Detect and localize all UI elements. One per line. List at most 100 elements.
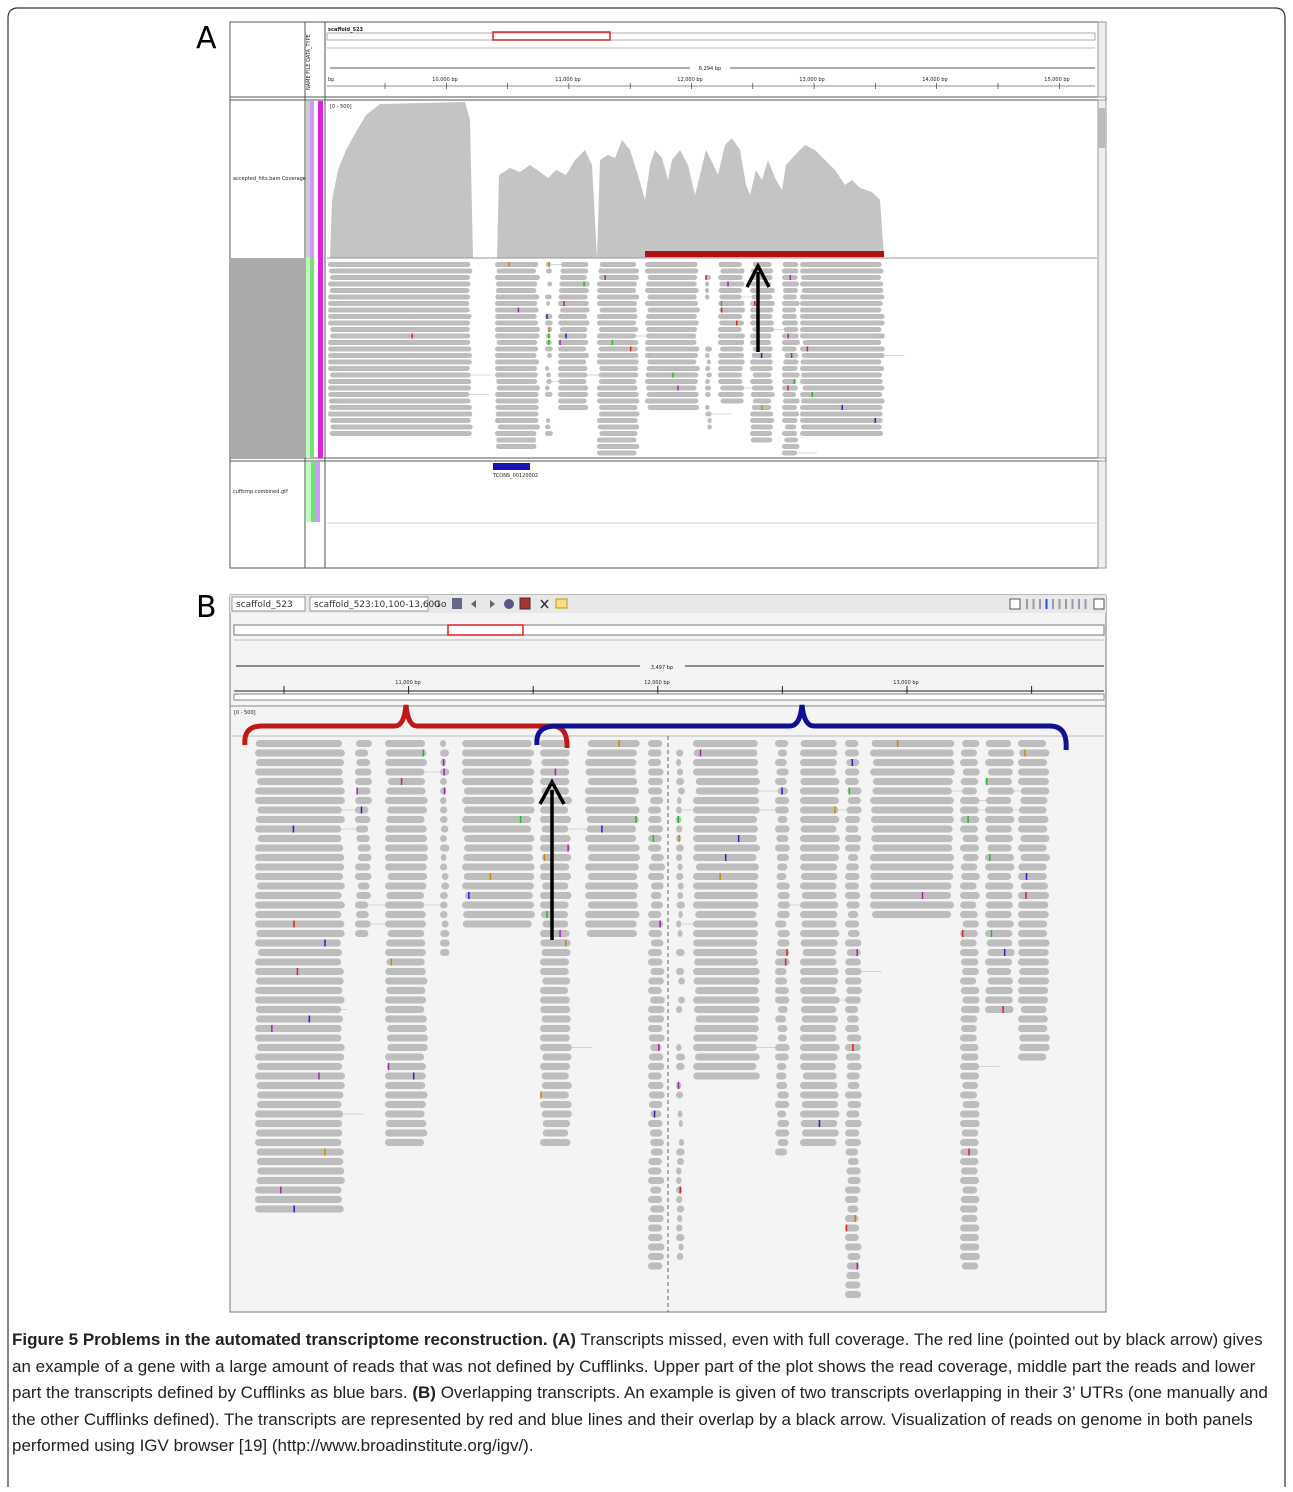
read xyxy=(845,768,860,776)
mismatch xyxy=(318,1072,320,1080)
read xyxy=(597,294,640,300)
read xyxy=(693,901,759,909)
read xyxy=(676,759,682,766)
read xyxy=(286,996,330,1004)
read xyxy=(328,385,472,391)
icon[interactable] xyxy=(540,599,549,609)
read xyxy=(285,759,328,766)
read xyxy=(985,930,1013,937)
read xyxy=(385,759,427,766)
read xyxy=(285,1053,329,1061)
mismatch xyxy=(679,1186,681,1194)
read xyxy=(695,987,759,994)
read xyxy=(800,816,840,823)
read xyxy=(800,1063,837,1070)
read xyxy=(540,987,569,994)
chromosome-select[interactable] xyxy=(231,596,306,612)
read xyxy=(440,816,448,823)
read xyxy=(357,844,371,852)
zoom-widget[interactable] xyxy=(1009,598,1105,610)
read xyxy=(464,844,533,852)
read xyxy=(777,1006,788,1013)
read xyxy=(597,424,640,430)
read xyxy=(645,346,700,352)
read xyxy=(385,854,428,861)
read xyxy=(286,968,330,975)
tick-label: 13,000 bp xyxy=(893,680,918,686)
read xyxy=(960,825,978,833)
mismatch xyxy=(672,372,674,378)
read xyxy=(648,977,664,985)
panel-a: scaffold_523 6,294 bp bp 10,000 bp 11,000 … xyxy=(229,21,1107,569)
icon[interactable] xyxy=(504,599,514,609)
read xyxy=(560,268,589,274)
read xyxy=(1020,854,1050,861)
read xyxy=(328,411,473,417)
read xyxy=(801,288,884,293)
read xyxy=(540,1034,570,1042)
read xyxy=(545,366,550,371)
read xyxy=(693,1063,757,1070)
read xyxy=(597,450,637,456)
read xyxy=(1018,892,1050,899)
read xyxy=(585,787,640,795)
read xyxy=(870,816,954,823)
read xyxy=(285,1025,327,1032)
read xyxy=(558,346,587,352)
read xyxy=(586,816,639,823)
read xyxy=(545,424,551,430)
read xyxy=(285,1006,327,1013)
read xyxy=(800,1139,837,1146)
read xyxy=(800,835,840,842)
read xyxy=(495,262,539,267)
zoom-out xyxy=(1009,598,1021,610)
read xyxy=(676,920,682,928)
go-button[interactable]: Go xyxy=(434,600,447,610)
icon[interactable] xyxy=(519,597,531,610)
icon[interactable] xyxy=(452,598,462,609)
mismatch xyxy=(921,892,924,899)
read xyxy=(462,749,535,757)
read xyxy=(650,1044,662,1051)
read xyxy=(782,379,797,384)
locus-box[interactable] xyxy=(309,596,429,612)
scrollbar[interactable] xyxy=(1097,99,1107,459)
mismatch xyxy=(400,778,403,785)
read xyxy=(845,1234,859,1241)
mismatch xyxy=(845,1224,848,1232)
read xyxy=(285,1101,330,1108)
read xyxy=(587,778,638,785)
read xyxy=(800,333,885,339)
mismatch xyxy=(611,340,614,345)
scrollbar[interactable] xyxy=(1097,21,1107,98)
scrollbar[interactable] xyxy=(1097,460,1107,569)
read xyxy=(328,307,470,313)
read xyxy=(495,314,537,319)
read xyxy=(775,1015,787,1023)
mismatch xyxy=(652,835,655,842)
read xyxy=(387,1044,428,1051)
icon[interactable] xyxy=(555,598,568,609)
read xyxy=(285,768,327,776)
read xyxy=(648,787,663,795)
scroll-thumb[interactable] xyxy=(1098,108,1105,148)
read xyxy=(387,873,428,880)
read xyxy=(800,1053,838,1061)
read xyxy=(782,314,797,319)
read xyxy=(285,987,327,994)
read xyxy=(648,958,663,966)
read xyxy=(650,1205,665,1213)
nav-icons[interactable] xyxy=(471,600,495,608)
read xyxy=(286,958,329,966)
read xyxy=(355,778,372,785)
read xyxy=(986,825,1012,833)
read xyxy=(752,346,773,352)
read xyxy=(720,398,744,404)
read xyxy=(599,366,639,371)
read xyxy=(355,930,369,937)
read xyxy=(802,385,885,391)
read xyxy=(960,1224,980,1232)
read xyxy=(560,307,590,313)
read xyxy=(329,431,472,436)
read xyxy=(775,968,787,975)
